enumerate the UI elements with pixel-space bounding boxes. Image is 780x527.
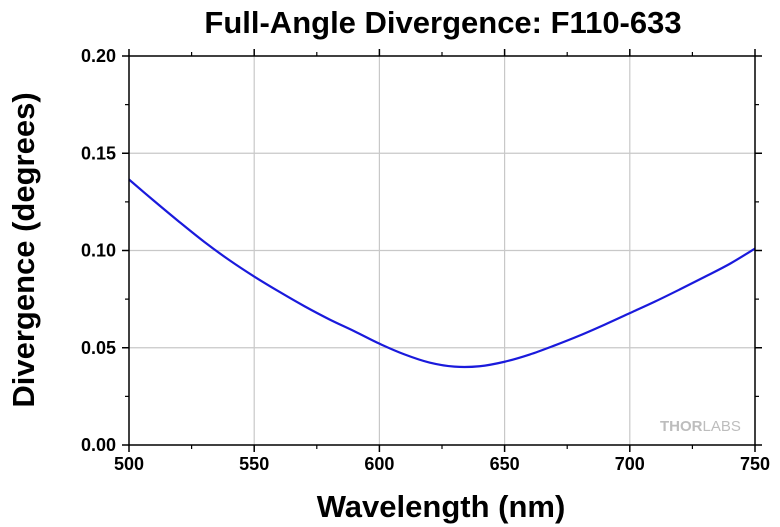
y-tick-label: 0.20 (81, 46, 116, 66)
thorlabs-watermark: THORLABS (660, 418, 741, 435)
x-tick-label: 600 (364, 454, 394, 474)
series-layer (128, 178, 756, 369)
ticks (122, 49, 762, 452)
tick-labels: 500 550 600 650 700 750 0.00 0.05 0.10 0.15 0.20 (81, 46, 770, 474)
y-tick-label: 0.05 (81, 338, 116, 358)
x-tick-label: 550 (239, 454, 269, 474)
x-tick-label: 500 (114, 454, 144, 474)
grid (129, 56, 755, 445)
y-tick-label: 0.10 (81, 241, 116, 261)
x-axis-label: Wavelength (nm) (317, 489, 566, 524)
x-tick-label: 650 (490, 454, 520, 474)
series-line-f110-633 (128, 178, 756, 369)
chart-title: Full-Angle Divergence: F110-633 (204, 5, 681, 40)
y-tick-label: 0.15 (81, 143, 116, 163)
x-tick-label: 700 (615, 454, 645, 474)
watermark-thor: THOR (660, 418, 703, 435)
y-axis-label: Divergence (degrees) (6, 92, 41, 407)
y-tick-label: 0.00 (81, 435, 116, 455)
plot-frame (128, 55, 756, 446)
watermark-labs: LABS (703, 418, 741, 435)
x-tick-label: 750 (740, 454, 770, 474)
